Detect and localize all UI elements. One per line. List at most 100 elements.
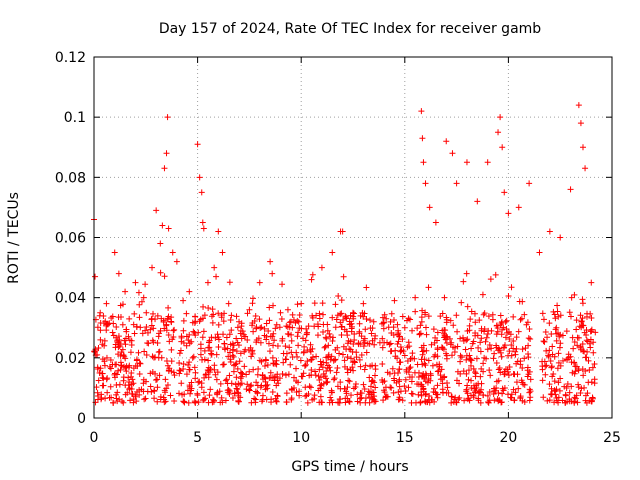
data-point xyxy=(189,354,196,361)
data-point xyxy=(126,315,133,322)
data-point xyxy=(273,398,280,405)
data-point xyxy=(486,342,493,349)
x-tick-label: 25 xyxy=(603,430,621,446)
data-point xyxy=(230,346,237,353)
data-point xyxy=(294,353,301,360)
data-point xyxy=(324,354,331,361)
data-point xyxy=(405,315,412,322)
data-point xyxy=(361,310,368,317)
data-point xyxy=(208,348,215,355)
data-point xyxy=(502,334,509,341)
data-point xyxy=(420,159,427,166)
data-points xyxy=(91,102,599,406)
data-point xyxy=(363,284,370,291)
data-point xyxy=(432,334,439,341)
data-point xyxy=(478,335,485,342)
data-point xyxy=(548,364,555,371)
data-point xyxy=(437,313,444,320)
data-point xyxy=(323,335,330,342)
data-point xyxy=(206,392,213,399)
data-point xyxy=(361,366,368,373)
data-point xyxy=(96,369,103,376)
data-point xyxy=(582,165,589,172)
data-point xyxy=(249,320,256,327)
data-point xyxy=(145,340,152,347)
data-point xyxy=(517,316,524,323)
data-point xyxy=(464,327,471,334)
data-point xyxy=(362,399,369,406)
data-point xyxy=(176,390,183,397)
data-point xyxy=(97,365,104,372)
data-point xyxy=(120,374,127,381)
data-point xyxy=(253,379,260,386)
data-point xyxy=(292,319,299,326)
data-point xyxy=(295,342,302,349)
data-point xyxy=(590,349,597,356)
data-point xyxy=(464,336,471,343)
data-point xyxy=(115,314,122,321)
data-point xyxy=(248,382,255,389)
data-point xyxy=(94,364,101,371)
data-point xyxy=(121,337,128,344)
data-point xyxy=(414,325,421,332)
data-point xyxy=(308,366,315,373)
data-point xyxy=(357,312,364,319)
data-point xyxy=(546,320,553,327)
data-point xyxy=(192,332,199,339)
data-point xyxy=(347,321,354,328)
data-point xyxy=(247,344,254,351)
data-point xyxy=(226,331,233,338)
data-point xyxy=(111,371,118,378)
data-point xyxy=(180,366,187,373)
data-point xyxy=(521,311,528,318)
data-point xyxy=(488,327,495,334)
data-point xyxy=(552,315,559,322)
data-point xyxy=(553,337,560,344)
data-point xyxy=(519,346,526,353)
data-point xyxy=(544,334,551,341)
data-point xyxy=(390,331,397,338)
data-point xyxy=(508,341,515,348)
data-point xyxy=(119,321,126,328)
data-point xyxy=(129,376,136,383)
data-point xyxy=(221,361,228,368)
data-point xyxy=(219,399,226,406)
data-point xyxy=(513,379,520,386)
data-point xyxy=(395,389,402,396)
data-point xyxy=(506,348,513,355)
data-point xyxy=(345,398,352,405)
data-point xyxy=(554,308,561,315)
data-point xyxy=(368,330,375,337)
data-point xyxy=(361,386,368,393)
data-point xyxy=(141,348,148,355)
data-point xyxy=(168,346,175,353)
data-point xyxy=(252,399,259,406)
data-point xyxy=(371,372,378,379)
data-point xyxy=(137,360,144,367)
data-point xyxy=(143,309,150,316)
data-point xyxy=(218,312,225,319)
data-point xyxy=(574,342,581,349)
data-point xyxy=(540,316,547,323)
data-point xyxy=(320,311,327,318)
data-point xyxy=(309,354,316,361)
data-point xyxy=(151,395,158,402)
y-tick-label: 0.1 xyxy=(64,110,86,126)
data-point xyxy=(249,350,256,357)
data-point xyxy=(303,331,310,338)
data-point xyxy=(234,324,241,331)
data-point xyxy=(312,372,319,379)
data-point xyxy=(234,339,241,346)
data-point xyxy=(392,353,399,360)
data-point xyxy=(399,397,406,404)
data-point xyxy=(230,353,237,360)
data-point xyxy=(422,362,429,369)
data-point xyxy=(234,365,241,372)
data-point xyxy=(585,379,592,386)
data-point xyxy=(228,380,235,387)
data-point xyxy=(575,102,582,109)
data-point xyxy=(426,204,433,211)
data-point xyxy=(229,394,236,401)
data-point xyxy=(301,362,308,369)
data-point xyxy=(191,364,198,371)
